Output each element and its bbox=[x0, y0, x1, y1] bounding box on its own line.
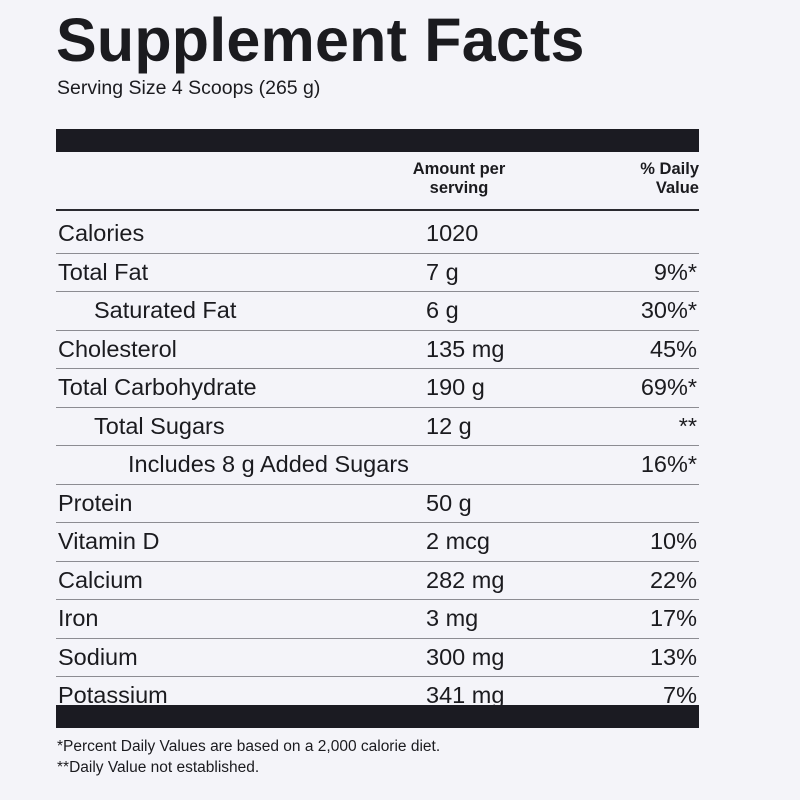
nutrient-name: Calcium bbox=[58, 566, 143, 593]
nutrient-row: Iron 3 mg 17% bbox=[56, 600, 699, 639]
nutrient-row: Total Carbohydrate 190 g 69%* bbox=[56, 369, 699, 408]
nutrient-daily-value: 69%* bbox=[640, 374, 697, 400]
amount-per-serving-header: Amount per serving bbox=[394, 160, 524, 198]
nutrient-daily-value: 22% bbox=[649, 566, 697, 593]
nutrient-row: Total Sugars 12 g ** bbox=[56, 408, 699, 446]
nutrient-name: Total Sugars bbox=[94, 412, 225, 439]
nutrient-row: Includes 8 g Added Sugars 16%* bbox=[56, 446, 699, 485]
nutrient-amount: 190 g bbox=[426, 374, 485, 400]
nutrient-daily-value: 7% bbox=[663, 682, 697, 708]
nutrient-daily-value: 45% bbox=[649, 335, 697, 362]
nutrient-name: Cholesterol bbox=[58, 335, 177, 362]
dv-header-line2: Value bbox=[655, 179, 699, 197]
nutrient-row: Vitamin D 2 mcg 10% bbox=[56, 523, 699, 562]
nutrient-daily-value: 13% bbox=[649, 643, 697, 670]
nutrient-row: Sodium 300 mg 13% bbox=[56, 639, 699, 677]
nutrient-name: Protein bbox=[58, 489, 133, 516]
nutrient-amount: 7 g bbox=[426, 258, 459, 285]
nutrient-amount: 3 mg bbox=[426, 605, 479, 631]
nutrient-amount: 341 mg bbox=[426, 682, 505, 708]
serving-size: Serving Size 4 Scoops (265 g) bbox=[57, 77, 321, 99]
nutrient-name: Saturated Fat bbox=[94, 297, 237, 323]
panel-title: Supplement Facts bbox=[56, 6, 585, 74]
dv-header-line1: % Daily bbox=[640, 160, 699, 178]
nutrient-amount: 6 g bbox=[426, 297, 459, 323]
footnotes: *Percent Daily Values are based on a 2,0… bbox=[57, 736, 440, 778]
supplement-facts-panel: Supplement Facts Serving Size 4 Scoops (… bbox=[56, 0, 700, 800]
nutrient-amount: 50 g bbox=[426, 489, 472, 516]
nutrient-name: Total Carbohydrate bbox=[58, 374, 257, 400]
nutrient-amount: 135 mg bbox=[426, 335, 505, 362]
nutrient-row: Potassium 341 mg 7% bbox=[56, 677, 699, 715]
nutrient-amount: 300 mg bbox=[426, 643, 505, 670]
nutrient-row: Protein 50 g bbox=[56, 485, 699, 523]
bottom-divider-bar bbox=[56, 705, 699, 728]
nutrient-amount: 282 mg bbox=[426, 566, 505, 593]
nutrient-name: Vitamin D bbox=[58, 528, 160, 554]
nutrient-table: Calories 1020 Total Fat 7 g 9%* Saturated Fat… bbox=[56, 215, 699, 715]
nutrient-name: Sodium bbox=[58, 643, 138, 670]
nutrient-amount: 2 mcg bbox=[426, 528, 490, 554]
nutrient-name: Calories bbox=[58, 220, 145, 246]
amount-header-line2: serving bbox=[429, 179, 489, 197]
nutrient-daily-value: 17% bbox=[649, 605, 697, 631]
nutrient-row: Saturated Fat 6 g 30%* bbox=[56, 292, 699, 331]
nutrient-name: Iron bbox=[58, 605, 99, 631]
nutrient-daily-value: 9%* bbox=[653, 258, 697, 285]
nutrient-amount: 1020 bbox=[426, 220, 479, 246]
nutrient-daily-value: 10% bbox=[649, 528, 697, 554]
footnote-dv-not-established: **Daily Value not established. bbox=[57, 759, 260, 776]
nutrient-row: Total Fat 7 g 9%* bbox=[56, 254, 699, 292]
nutrient-daily-value: ** bbox=[678, 412, 697, 439]
nutrient-name: Total Fat bbox=[58, 258, 149, 285]
nutrient-name: Potassium bbox=[58, 682, 168, 708]
footnote-percent-dv: *Percent Daily Values are based on a 2,0… bbox=[57, 738, 441, 755]
nutrient-name: Includes 8 g Added Sugars bbox=[128, 451, 409, 477]
daily-value-header: % Daily Value bbox=[604, 160, 699, 198]
nutrient-daily-value: 16%* bbox=[640, 451, 697, 477]
amount-header-line1: Amount per bbox=[412, 160, 506, 178]
nutrient-daily-value: 30%* bbox=[640, 297, 697, 323]
top-divider-bar bbox=[56, 129, 699, 152]
nutrient-amount: 12 g bbox=[426, 412, 472, 439]
nutrient-row: Calories 1020 bbox=[56, 215, 699, 254]
nutrient-row: Calcium 282 mg 22% bbox=[56, 562, 699, 600]
nutrient-row: Cholesterol 135 mg 45% bbox=[56, 331, 699, 369]
header-divider bbox=[56, 209, 699, 211]
